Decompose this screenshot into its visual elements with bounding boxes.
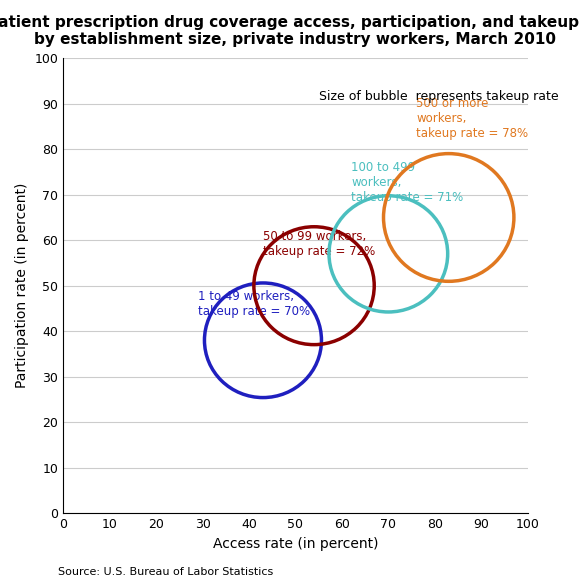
- Text: 50 to 99 workers,
takeup rate = 72%: 50 to 99 workers, takeup rate = 72%: [263, 230, 375, 258]
- Title: Outpatient prescription drug coverage access, participation, and takeup rates,
b: Outpatient prescription drug coverage ac…: [0, 15, 580, 47]
- X-axis label: Access rate (in percent): Access rate (in percent): [213, 536, 378, 550]
- Text: Size of bubble  represents takeup rate: Size of bubble represents takeup rate: [318, 90, 559, 103]
- Text: 500 or more
workers,
takeup rate = 78%: 500 or more workers, takeup rate = 78%: [416, 97, 528, 140]
- Text: Source: U.S. Bureau of Labor Statistics: Source: U.S. Bureau of Labor Statistics: [58, 567, 273, 577]
- Y-axis label: Participation rate (in percent): Participation rate (in percent): [15, 183, 29, 388]
- Text: 100 to 499
workers,
takeup rate = 71%: 100 to 499 workers, takeup rate = 71%: [351, 161, 463, 204]
- Text: 1 to 49 workers,
takeup rate = 70%: 1 to 49 workers, takeup rate = 70%: [198, 290, 310, 318]
